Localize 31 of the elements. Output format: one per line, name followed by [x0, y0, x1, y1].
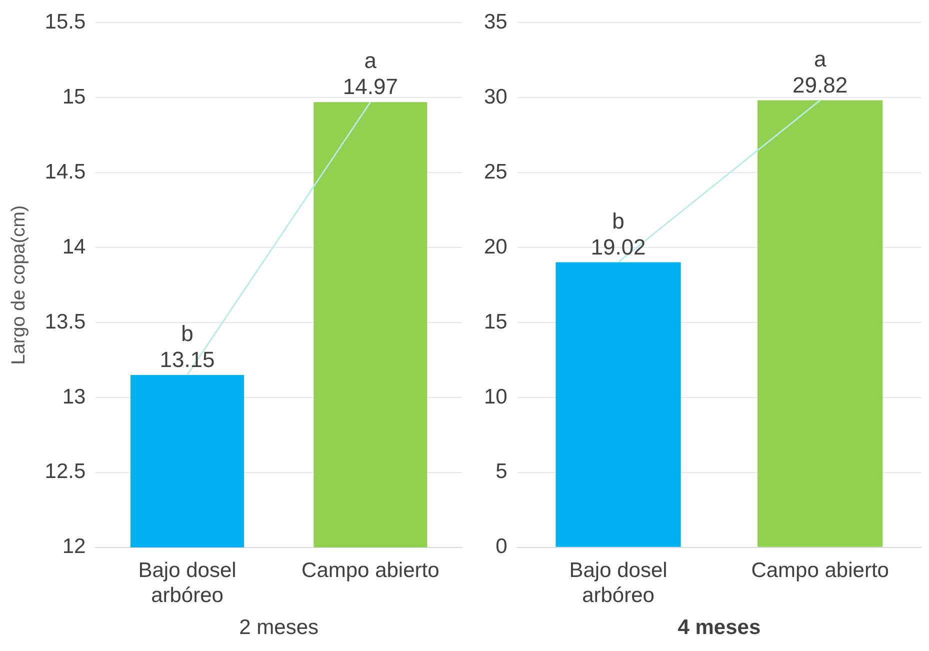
- y-tick-label: 15: [484, 310, 508, 334]
- annotation: b: [181, 321, 194, 346]
- y-tick-label: 12.5: [44, 460, 86, 484]
- x-axis-title: 2 meses: [239, 616, 319, 640]
- y-tick-label: 0: [496, 535, 508, 558]
- annotation: a: [814, 46, 827, 72]
- x-tick-label: Campo abierto: [751, 558, 889, 582]
- y-tick-label: 25: [484, 160, 508, 184]
- y-tick-label: 13.5: [44, 310, 86, 334]
- y-axis-title: Largo de copa(cm): [8, 205, 30, 365]
- y-tick-label: 35: [484, 10, 508, 34]
- x-axis-title: 4 meses: [678, 616, 761, 640]
- y-tick-label: 13: [62, 385, 86, 408]
- annotation: b: [612, 208, 624, 234]
- y-tick-label: 12: [62, 535, 86, 558]
- data-label: 13.15: [160, 347, 215, 372]
- y-tick-label: 5: [496, 460, 508, 484]
- y-tick-label: 15.5: [44, 10, 86, 34]
- y-tick-label: 10: [484, 385, 508, 408]
- y-tick-label: 20: [484, 235, 508, 258]
- x-tick-label: Bajo dosel arbóreo: [569, 558, 668, 607]
- y-tick-label: 15: [62, 85, 86, 108]
- x-tick-label: Campo abierto: [302, 558, 440, 582]
- annotation: a: [364, 48, 378, 74]
- y-tick-label: 14.5: [44, 160, 86, 184]
- y-tick-label: 14: [62, 235, 86, 258]
- data-label: 29.82: [792, 72, 848, 98]
- y-tick-label: 30: [484, 85, 508, 108]
- data-label: 19.02: [590, 234, 646, 260]
- data-label: 14.97: [342, 74, 398, 100]
- x-tick-label: Bajo dosel arbóreo: [138, 558, 236, 607]
